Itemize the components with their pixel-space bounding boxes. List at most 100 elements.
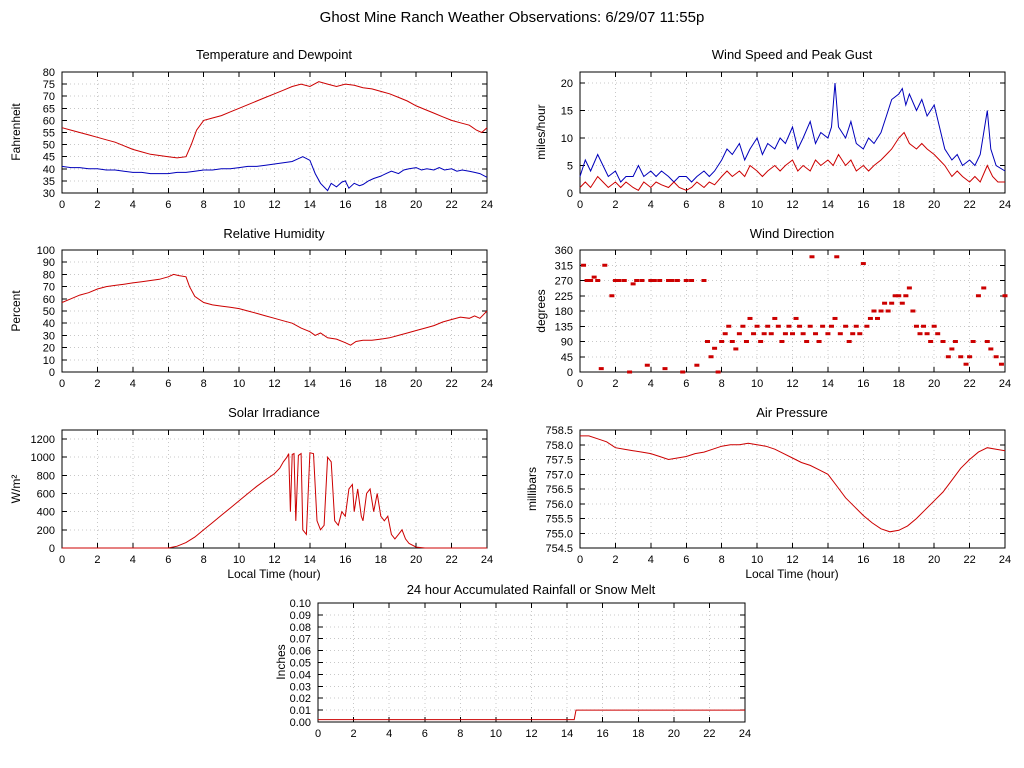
wind-direction-chart-title: Wind Direction — [750, 226, 835, 241]
series-wind-direction — [779, 340, 785, 343]
series-wind-direction — [669, 279, 675, 282]
x-tick-label: 12 — [268, 199, 280, 211]
series-wind-direction — [761, 332, 767, 336]
series-wind-direction — [627, 370, 633, 374]
series-wind-direction — [797, 324, 803, 328]
series-wind-direction — [860, 262, 866, 266]
series-dewpoint — [61, 156, 488, 192]
y-tick-label: 0.10 — [290, 598, 311, 610]
y-tick-label: 60 — [43, 115, 55, 127]
series-wind-direction — [694, 363, 700, 367]
y-tick-label: 70 — [43, 282, 55, 294]
series-wind-direction — [689, 279, 695, 282]
x-tick-label: 0 — [59, 199, 65, 211]
x-tick-label: 24 — [999, 554, 1011, 566]
x-tick-label: 10 — [751, 199, 763, 211]
x-tick-label: 2 — [94, 378, 100, 390]
x-tick-label: 22 — [445, 199, 457, 211]
x-tick-label: 2 — [94, 199, 100, 211]
y-tick-label: 30 — [43, 330, 55, 342]
y-tick-label: 270 — [555, 276, 573, 288]
y-tick-label: 0 — [49, 543, 55, 555]
solar-plot: 0 2 4 6 8 10 12 14 16 18 20 22 240200400600800100012… — [31, 429, 493, 566]
x-tick-label: 24 — [481, 378, 493, 390]
x-tick-label: 6 — [683, 554, 689, 566]
series-wind-direction — [736, 332, 742, 336]
x-tick-label: 12 — [525, 728, 537, 740]
series-wind-direction — [595, 279, 601, 282]
rain-chart-title: 24 hour Accumulated Rainfall or Snow Mel… — [407, 582, 656, 597]
x-tick-label: 12 — [786, 199, 798, 211]
temperature-y-axis-label: Fahrenheit — [9, 103, 23, 161]
y-tick-label: 800 — [37, 470, 55, 482]
series-wind-direction — [722, 332, 728, 336]
y-tick-label: 60 — [43, 294, 55, 306]
series-wind-direction — [754, 324, 760, 328]
x-tick-label: 2 — [612, 378, 618, 390]
x-tick-label: 4 — [648, 554, 654, 566]
x-tick-label: 12 — [268, 378, 280, 390]
y-tick-label: 5 — [567, 161, 573, 173]
x-tick-label: 22 — [963, 554, 975, 566]
x-tick-label: 0 — [59, 554, 65, 566]
series-wind-direction — [834, 255, 840, 259]
y-tick-label: 0.08 — [290, 622, 311, 634]
x-tick-label: 0 — [577, 199, 583, 211]
x-tick-label: 24 — [481, 554, 493, 566]
x-tick-label: 14 — [304, 199, 316, 211]
x-tick-label: 8 — [201, 378, 207, 390]
x-tick-label: 10 — [751, 554, 763, 566]
series-wind-direction — [896, 294, 902, 298]
x-tick-label: 0 — [577, 554, 583, 566]
series-wind-direction — [609, 294, 615, 298]
series-wind-direction — [837, 332, 843, 336]
series-wind-direction — [832, 316, 838, 320]
y-tick-label: 0.00 — [290, 717, 311, 729]
x-tick-label: 6 — [165, 378, 171, 390]
y-tick-label: 756.5 — [545, 484, 573, 496]
solar-y-axis-label: W/m² — [9, 475, 23, 504]
series-wind-direction — [719, 340, 725, 343]
wind-y-axis-label: miles/hour — [534, 104, 548, 159]
series-wind-direction — [867, 316, 873, 320]
x-tick-label: 6 — [422, 728, 428, 740]
x-tick-label: 18 — [893, 378, 905, 390]
x-tick-label: 20 — [410, 378, 422, 390]
x-tick-label: 14 — [304, 378, 316, 390]
series-wind-direction — [917, 332, 923, 336]
series-wind-direction — [726, 324, 732, 328]
x-tick-label: 20 — [410, 199, 422, 211]
series-solar-irradiance — [62, 452, 487, 549]
series-wind-direction — [857, 332, 863, 336]
series-relative-humidity — [61, 273, 488, 346]
rain-y-axis-label: Inches — [274, 644, 288, 679]
y-tick-label: 0.06 — [290, 646, 311, 658]
y-tick-label: 40 — [43, 318, 55, 330]
series-air-pressure — [580, 435, 1006, 533]
x-tick-label: 16 — [857, 554, 869, 566]
y-tick-label: 135 — [555, 321, 573, 333]
humidity-plot: 0 2 4 6 8 10 12 14 16 18 20 22 240102030405060708090… — [37, 245, 493, 390]
x-tick-label: 8 — [201, 199, 207, 211]
series-wind-direction — [782, 332, 788, 336]
y-tick-label: 757.0 — [545, 469, 573, 481]
x-tick-label: 0 — [577, 378, 583, 390]
temperature-chart-title: Temperature and Dewpoint — [196, 47, 352, 62]
x-tick-label: 18 — [375, 199, 387, 211]
series-wind-direction — [657, 279, 663, 282]
series-accumulated-rainfall — [318, 709, 745, 721]
y-tick-label: 1000 — [31, 452, 55, 464]
x-tick-label: 2 — [351, 728, 357, 740]
series-wind-direction — [871, 309, 877, 313]
series-wind-direction — [993, 355, 999, 359]
series-wind-direction — [680, 370, 686, 374]
y-tick-label: 0.03 — [290, 681, 311, 693]
y-tick-label: 0.02 — [290, 693, 311, 705]
series-wind-direction — [772, 316, 778, 320]
x-tick-label: 20 — [410, 554, 422, 566]
series-wind-direction — [998, 362, 1004, 366]
y-tick-label: 30 — [43, 188, 55, 200]
series-wind-direction — [945, 355, 951, 359]
x-tick-label: 16 — [339, 199, 351, 211]
series-wind-direction — [878, 309, 884, 313]
